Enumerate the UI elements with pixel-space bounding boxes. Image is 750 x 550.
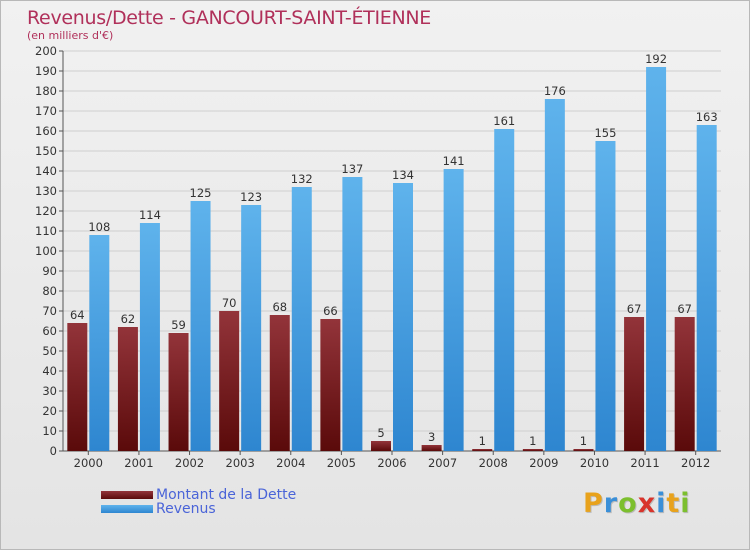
y-tick-label: 0 bbox=[50, 444, 57, 458]
y-tick-label: 30 bbox=[42, 384, 57, 398]
bar-debt bbox=[674, 317, 695, 451]
y-tick-label: 120 bbox=[35, 204, 57, 218]
bar-debt bbox=[219, 311, 240, 451]
y-tick-label: 130 bbox=[35, 184, 57, 198]
data-label-revenue: 137 bbox=[341, 162, 363, 176]
bar-debt bbox=[168, 333, 189, 451]
data-label-revenue: 161 bbox=[493, 114, 515, 128]
bar-revenue bbox=[241, 205, 262, 451]
x-tick-label: 2012 bbox=[681, 456, 710, 470]
x-tick-label: 2008 bbox=[479, 456, 508, 470]
data-label-debt: 3 bbox=[428, 430, 435, 444]
proxiti-logo: Proxiti bbox=[583, 488, 691, 519]
y-tick-label: 90 bbox=[42, 264, 57, 278]
bar-debt bbox=[320, 319, 341, 451]
x-tick-label: 2007 bbox=[428, 456, 457, 470]
bar-debt bbox=[472, 449, 493, 451]
y-tick-label: 160 bbox=[35, 124, 57, 138]
data-label-debt: 1 bbox=[529, 434, 536, 448]
data-label-revenue: 192 bbox=[645, 52, 667, 66]
bar-debt bbox=[624, 317, 645, 451]
bar-debt bbox=[522, 449, 543, 451]
x-tick-label: 2010 bbox=[580, 456, 609, 470]
bar-revenue bbox=[139, 223, 160, 451]
bar-revenue bbox=[595, 141, 616, 451]
bar-revenue bbox=[291, 187, 312, 451]
x-tick-label: 2003 bbox=[226, 456, 255, 470]
y-tick-label: 140 bbox=[35, 164, 57, 178]
data-label-debt: 64 bbox=[70, 308, 85, 322]
data-label-debt: 68 bbox=[272, 300, 287, 314]
y-tick-label: 10 bbox=[42, 424, 57, 438]
y-tick-label: 60 bbox=[42, 324, 57, 338]
y-tick-label: 40 bbox=[42, 364, 57, 378]
data-label-debt: 66 bbox=[323, 304, 338, 318]
chart-subtitle: (en milliers d'€) bbox=[27, 29, 114, 42]
data-label-debt: 1 bbox=[479, 434, 486, 448]
y-tick-label: 20 bbox=[42, 404, 57, 418]
data-label-revenue: 123 bbox=[240, 190, 262, 204]
bar-debt bbox=[421, 445, 442, 451]
y-tick-label: 80 bbox=[42, 284, 57, 298]
data-label-revenue: 114 bbox=[139, 208, 161, 222]
bar-revenue bbox=[494, 129, 515, 451]
bar-debt bbox=[67, 323, 88, 451]
y-tick-label: 180 bbox=[35, 84, 57, 98]
x-tick-label: 2000 bbox=[74, 456, 103, 470]
chart-title: Revenus/Dette - GANCOURT-SAINT-ÉTIENNE bbox=[27, 7, 431, 29]
data-label-debt: 1 bbox=[580, 434, 587, 448]
bar-debt bbox=[269, 315, 290, 451]
x-tick-label: 2001 bbox=[124, 456, 153, 470]
data-label-debt: 59 bbox=[171, 318, 186, 332]
data-label-debt: 62 bbox=[121, 312, 136, 326]
legend-swatch-revenue bbox=[101, 505, 153, 513]
bar-revenue bbox=[89, 235, 110, 451]
bar-revenue bbox=[646, 67, 667, 451]
bar-revenue bbox=[544, 99, 565, 451]
data-label-debt: 67 bbox=[677, 302, 692, 316]
x-tick-label: 2005 bbox=[327, 456, 356, 470]
data-label-revenue: 155 bbox=[594, 126, 616, 140]
data-label-revenue: 108 bbox=[88, 220, 110, 234]
data-label-revenue: 125 bbox=[190, 186, 212, 200]
x-tick-label: 2009 bbox=[529, 456, 558, 470]
x-tick-label: 2004 bbox=[276, 456, 305, 470]
bar-debt bbox=[371, 441, 391, 451]
x-tick-label: 2011 bbox=[630, 456, 659, 470]
data-label-debt: 67 bbox=[627, 302, 642, 316]
y-tick-label: 50 bbox=[42, 344, 57, 358]
data-label-revenue: 134 bbox=[392, 168, 414, 182]
legend-swatch-debt bbox=[101, 491, 153, 499]
y-tick-label: 200 bbox=[35, 44, 57, 58]
bar-revenue bbox=[190, 201, 211, 451]
y-tick-label: 110 bbox=[35, 224, 57, 238]
y-tick-label: 100 bbox=[35, 244, 57, 258]
y-tick-label: 170 bbox=[35, 104, 57, 118]
bar-debt bbox=[117, 327, 138, 451]
data-label-debt: 70 bbox=[222, 296, 237, 310]
bar-revenue bbox=[443, 169, 464, 451]
x-tick-label: 2006 bbox=[377, 456, 406, 470]
bar-revenue bbox=[342, 177, 363, 451]
legend-label-debt: Montant de la Dette bbox=[156, 487, 297, 503]
data-label-revenue: 141 bbox=[443, 154, 465, 168]
y-tick-label: 70 bbox=[42, 304, 57, 318]
data-label-revenue: 163 bbox=[696, 110, 718, 124]
legend-label-revenue: Revenus bbox=[156, 501, 216, 517]
data-label-debt: 5 bbox=[377, 426, 384, 440]
bar-revenue bbox=[393, 183, 413, 451]
data-label-revenue: 176 bbox=[544, 84, 566, 98]
x-tick-label: 2002 bbox=[175, 456, 204, 470]
y-tick-label: 150 bbox=[35, 144, 57, 158]
data-label-revenue: 132 bbox=[291, 172, 313, 186]
bar-debt bbox=[573, 449, 594, 451]
y-tick-label: 190 bbox=[35, 64, 57, 78]
bar-revenue bbox=[696, 125, 717, 451]
